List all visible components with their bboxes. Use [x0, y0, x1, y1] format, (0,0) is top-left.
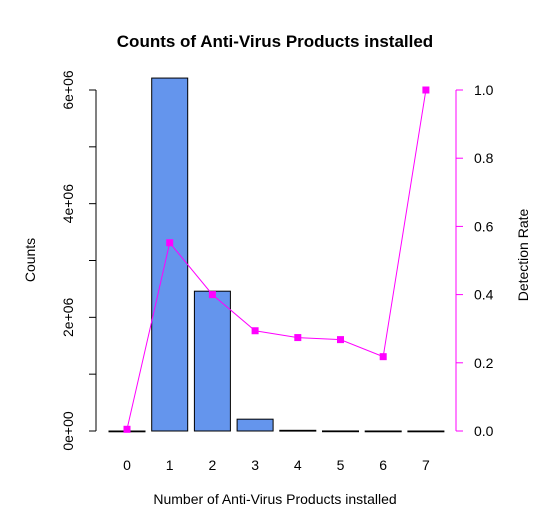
x-axis-ticks: 0 1 2 3 4 5 6 7 [123, 457, 430, 473]
y2-axis-label: Detection Rate [515, 208, 531, 301]
rate-point-2 [208, 291, 216, 299]
y-tick-label: 6e+06 [60, 70, 76, 110]
y2-tick-label: 0.8 [474, 150, 494, 166]
rate-point-4 [294, 334, 302, 342]
bar-3 [236, 418, 274, 432]
y2-axis: 0.0 0.2 0.4 0.6 0.8 1.0 [455, 82, 494, 439]
y2-tick-label: 0.6 [474, 218, 494, 234]
bar-4 [279, 429, 317, 432]
detection-rate-points [123, 86, 430, 433]
x-tick-label-6: 6 [379, 457, 387, 473]
bar-7 [407, 430, 445, 433]
x-axis-label: Number of Anti-Virus Products installed [153, 491, 396, 507]
y2-tick-label: 1.0 [474, 82, 494, 98]
rate-point-6 [379, 353, 387, 361]
y-tick-label: 0e+00 [60, 411, 76, 451]
x-tick-label-5: 5 [337, 457, 345, 473]
y-tick-label: 2e+06 [60, 297, 76, 337]
x-tick-label-1: 1 [166, 457, 174, 473]
y2-tick-label: 0.0 [474, 423, 494, 439]
rate-point-5 [337, 336, 344, 344]
detection-rate-polyline [126, 89, 427, 430]
x-tick-label-7: 7 [422, 457, 430, 473]
bar-2 [193, 290, 231, 432]
chart-title: Counts of Anti-Virus Products installed [117, 32, 433, 51]
rate-point-3 [251, 327, 259, 335]
x-tick-label-3: 3 [251, 457, 259, 473]
x-tick-label-4: 4 [294, 457, 302, 473]
bar-1 [151, 77, 189, 432]
y-tick-label: 4e+06 [60, 184, 76, 224]
x-tick-label-2: 2 [209, 457, 217, 473]
bar-5 [322, 430, 359, 433]
rate-point-0 [123, 425, 131, 433]
rate-point-7 [422, 86, 430, 94]
y-axis-label: Counts [22, 238, 38, 282]
y2-tick-label: 0.4 [474, 287, 494, 303]
bar-6 [364, 430, 402, 433]
bars [108, 77, 445, 433]
y-axis: 0e+00 2e+06 4e+06 6e+06 [60, 70, 97, 451]
detection-rate-line [126, 89, 427, 430]
y2-tick-label: 0.2 [474, 355, 494, 371]
x-tick-label-0: 0 [123, 457, 131, 473]
rate-point-1 [166, 239, 174, 247]
